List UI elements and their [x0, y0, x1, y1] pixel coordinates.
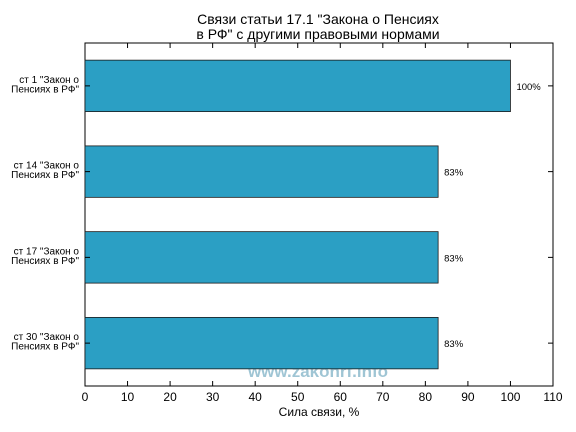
category-label: ст 1 "Закон о — [19, 75, 79, 86]
bar-value-label: 83% — [444, 339, 464, 350]
plot-area-frame — [84, 42, 554, 387]
category-label: Пенсиях в РФ" — [11, 256, 79, 267]
category-label: ст 14 "Закон о — [14, 161, 80, 172]
x-tick-label: 70 — [376, 390, 390, 404]
bar-value-label: 83% — [444, 168, 464, 179]
bar-value-label: 83% — [444, 253, 464, 264]
category-label: Пенсиях в РФ" — [11, 84, 79, 95]
bar — [84, 231, 439, 284]
chart-title-line: Связи статьи 17.1 "Закона о Пенсиях — [197, 11, 439, 27]
category-label: Пенсиях в РФ" — [11, 342, 79, 353]
x-tick-label: 80 — [419, 390, 433, 404]
bar — [84, 145, 439, 198]
x-tick-label: 40 — [249, 390, 263, 404]
bar — [84, 316, 439, 370]
x-axis-ticks: 0 10 20 30 40 50 60 70 80 90 100 110 — [82, 43, 563, 404]
x-tick-label: 110 — [543, 390, 562, 404]
bar-value-label: 100% — [516, 82, 541, 93]
x-tick-label: 20 — [163, 390, 177, 404]
x-tick-label: 0 — [82, 390, 89, 404]
category-label: ст 30 "Закон о — [14, 332, 80, 343]
category-label: Пенсиях в РФ" — [11, 170, 79, 181]
bars-group: 100% 83% 83% 83% — [84, 59, 541, 370]
x-tick-label: 60 — [334, 390, 348, 404]
x-tick-label: 50 — [291, 390, 305, 404]
x-tick-label: 90 — [461, 390, 475, 404]
category-label: ст 17 "Закон о — [14, 246, 80, 257]
bar — [84, 59, 511, 113]
x-tick-label: 10 — [121, 390, 135, 404]
x-axis-label: Сила связи, % — [279, 405, 360, 419]
chart-title-line: в РФ" с другими правовыми нормами — [196, 26, 439, 42]
x-tick-label: 30 — [206, 390, 220, 404]
x-tick-label: 100 — [500, 390, 520, 404]
